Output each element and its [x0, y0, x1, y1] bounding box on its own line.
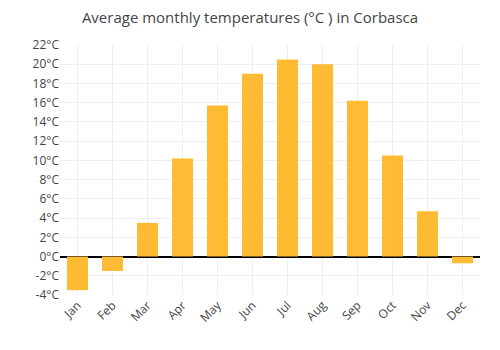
svg-text:Dec: Dec — [443, 297, 470, 324]
svg-text:14°C: 14°C — [33, 113, 60, 130]
svg-text:22°C: 22°C — [33, 36, 60, 53]
svg-text:-2°C: -2°C — [36, 267, 60, 284]
svg-text:May: May — [196, 296, 225, 325]
svg-text:Mar: Mar — [127, 297, 155, 325]
svg-text:18°C: 18°C — [33, 75, 60, 92]
svg-text:Average monthly temperatures (: Average monthly temperatures (°C ) in Co… — [82, 7, 418, 27]
svg-text:10°C: 10°C — [33, 152, 60, 169]
svg-text:2°C: 2°C — [39, 229, 59, 246]
svg-text:4°C: 4°C — [39, 209, 59, 226]
svg-text:Jul: Jul — [272, 297, 294, 319]
svg-text:6°C: 6°C — [39, 190, 59, 207]
svg-text:Aug: Aug — [302, 297, 330, 325]
svg-text:16°C: 16°C — [33, 94, 60, 111]
svg-text:Sep: Sep — [338, 297, 365, 324]
svg-text:Oct: Oct — [374, 297, 400, 323]
svg-text:Feb: Feb — [93, 297, 119, 323]
svg-text:Jun: Jun — [234, 297, 259, 322]
svg-text:-4°C: -4°C — [36, 286, 60, 303]
svg-text:Nov: Nov — [407, 297, 435, 325]
svg-text:20°C: 20°C — [33, 55, 60, 72]
svg-text:0°C: 0°C — [39, 248, 59, 265]
svg-text:Jan: Jan — [60, 297, 85, 322]
svg-text:8°C: 8°C — [39, 171, 59, 188]
svg-text:12°C: 12°C — [33, 132, 60, 149]
svg-text:Apr: Apr — [164, 297, 190, 323]
